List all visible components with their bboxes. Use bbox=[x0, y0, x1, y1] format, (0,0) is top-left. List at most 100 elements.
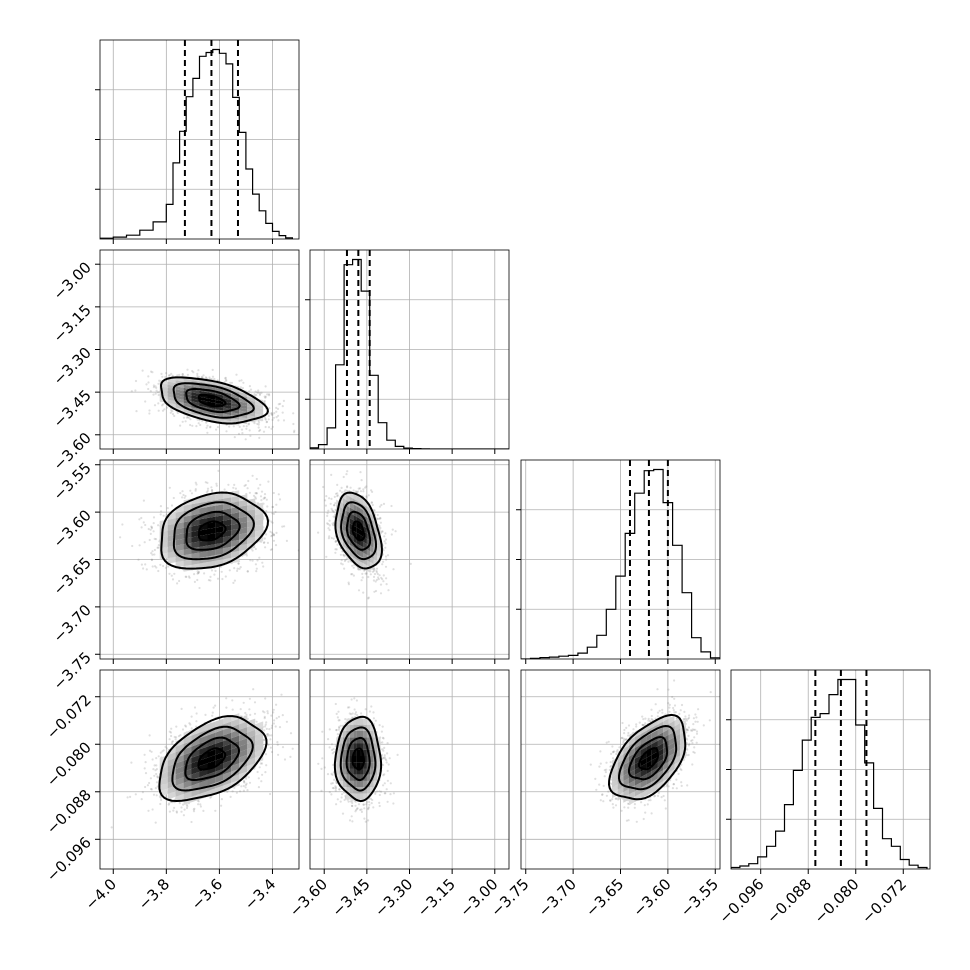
scatter-point bbox=[210, 489, 214, 492]
scatter-point bbox=[364, 708, 367, 711]
scatter-point bbox=[351, 564, 354, 567]
scatter-point bbox=[338, 719, 341, 722]
scatter-point bbox=[238, 425, 241, 428]
scatter-point bbox=[211, 489, 214, 492]
scatter-point bbox=[213, 377, 216, 381]
scatter-point bbox=[365, 496, 368, 499]
scatter-point bbox=[355, 699, 358, 702]
scatter-point bbox=[322, 485, 325, 489]
scatter-point bbox=[162, 564, 165, 568]
scatter-point bbox=[611, 803, 614, 806]
scatter-point bbox=[232, 486, 235, 489]
density-cell bbox=[343, 749, 347, 756]
density-cell bbox=[346, 724, 350, 731]
density-cell bbox=[207, 549, 216, 557]
scatter-point bbox=[198, 419, 201, 422]
scatter-point bbox=[373, 572, 377, 576]
scatter-point bbox=[200, 376, 203, 379]
density-cell bbox=[663, 772, 669, 781]
scatter-point bbox=[352, 489, 355, 492]
scatter-point bbox=[148, 781, 151, 785]
scatter-point bbox=[267, 426, 271, 429]
scatter-point bbox=[154, 392, 157, 395]
contour-line bbox=[197, 747, 227, 771]
scatter-point bbox=[378, 505, 382, 508]
scatter-point bbox=[372, 711, 375, 714]
scatter-point bbox=[614, 804, 618, 807]
panel-content bbox=[130, 368, 296, 441]
scatter-point bbox=[204, 481, 207, 484]
scatter-point bbox=[275, 717, 278, 720]
density-cell bbox=[199, 780, 208, 789]
scatter-point bbox=[152, 384, 155, 387]
scatter-point bbox=[625, 819, 629, 822]
scatter-point bbox=[374, 589, 378, 593]
scatter-point bbox=[672, 783, 675, 786]
scatter-point bbox=[253, 701, 257, 704]
density-cell bbox=[167, 378, 176, 384]
scatter-point bbox=[672, 709, 675, 712]
scatter-point bbox=[589, 763, 592, 766]
scatter-point bbox=[240, 428, 244, 431]
scatter-point bbox=[622, 737, 625, 740]
scatter-point bbox=[687, 734, 690, 738]
scatter-point bbox=[376, 513, 379, 517]
scatter-point bbox=[365, 801, 368, 804]
density-cell bbox=[207, 527, 216, 535]
density-cell bbox=[674, 723, 681, 732]
y-tick-label: −3.15 bbox=[50, 301, 95, 346]
density-cell bbox=[167, 551, 176, 559]
grid-lines bbox=[731, 670, 930, 869]
density-cell bbox=[215, 785, 224, 794]
scatter-point bbox=[163, 408, 166, 411]
density-cell bbox=[356, 495, 360, 503]
scatter-point bbox=[209, 425, 212, 428]
scatter-point bbox=[134, 389, 137, 392]
scatter-point bbox=[352, 566, 355, 569]
scatter-point bbox=[161, 375, 164, 378]
scatter-point bbox=[151, 808, 154, 811]
scatter-point bbox=[344, 489, 347, 492]
density-cell bbox=[343, 768, 347, 775]
scatter-point bbox=[260, 499, 263, 502]
density-cell bbox=[247, 729, 256, 739]
scatter-point bbox=[198, 586, 201, 590]
scatter-point bbox=[390, 533, 393, 536]
scatter-point bbox=[266, 505, 269, 508]
scatter-point bbox=[206, 431, 209, 434]
scatter-point bbox=[615, 797, 618, 800]
scatter-point bbox=[180, 806, 183, 809]
density-cell bbox=[191, 749, 200, 758]
density-cell bbox=[623, 794, 629, 803]
scatter-point bbox=[687, 726, 691, 729]
scatter-point bbox=[145, 383, 148, 386]
scatter-point bbox=[184, 724, 187, 727]
scatter-point bbox=[134, 379, 138, 383]
scatter-point bbox=[162, 514, 165, 517]
scatter-point bbox=[280, 693, 283, 696]
y-tick-label: −3.00 bbox=[50, 258, 95, 303]
scatter-point bbox=[175, 810, 178, 813]
scatter-point bbox=[196, 572, 199, 575]
density-cell bbox=[247, 763, 256, 772]
density-cell bbox=[231, 517, 240, 525]
scatter-point bbox=[325, 495, 328, 498]
scatter-point bbox=[386, 800, 389, 803]
scatter-point bbox=[354, 712, 357, 716]
density-cell bbox=[343, 530, 347, 538]
density-cell bbox=[629, 737, 635, 746]
density-cell bbox=[612, 768, 618, 777]
scatter-point bbox=[354, 715, 357, 718]
scatter-point bbox=[686, 728, 689, 732]
scatter-point bbox=[258, 556, 261, 559]
scatter-point bbox=[285, 539, 288, 543]
density-cell bbox=[231, 550, 240, 558]
scatter-point bbox=[347, 800, 350, 803]
scatter-point bbox=[155, 386, 158, 389]
scatter-point bbox=[190, 492, 194, 495]
scatter-point bbox=[379, 592, 383, 595]
density-cell bbox=[640, 758, 647, 767]
scatter-point bbox=[360, 579, 363, 582]
scatter-point bbox=[351, 573, 354, 576]
histogram-step bbox=[731, 678, 928, 869]
